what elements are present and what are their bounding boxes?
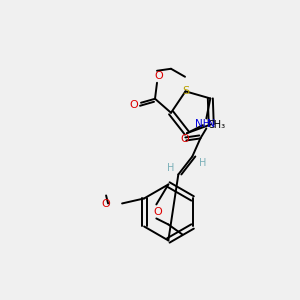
Text: NH: NH: [195, 119, 210, 130]
Text: H: H: [167, 164, 174, 173]
Text: O: O: [180, 134, 189, 145]
Text: O: O: [102, 200, 110, 209]
Text: N: N: [207, 119, 215, 129]
Text: H: H: [199, 158, 206, 169]
Text: S: S: [182, 86, 189, 96]
Text: CH₃: CH₃: [208, 120, 226, 130]
Text: O: O: [154, 71, 164, 81]
Text: O: O: [130, 100, 138, 110]
Text: O: O: [153, 208, 162, 218]
